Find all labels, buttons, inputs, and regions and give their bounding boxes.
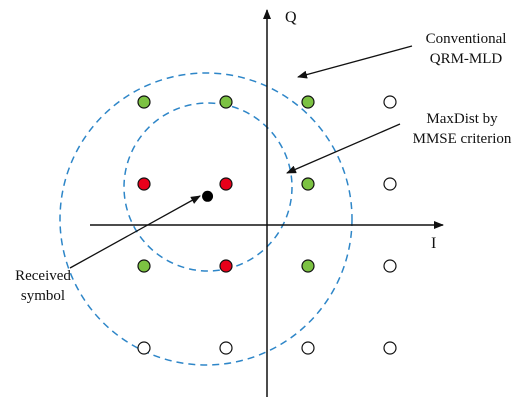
inner-search-circle	[123, 102, 293, 272]
constellation-point-green	[301, 259, 315, 273]
constellation-point-empty	[383, 341, 397, 355]
constellation-point-green	[137, 95, 151, 109]
constellation-point-green	[219, 95, 233, 109]
constellation-point-red	[219, 259, 233, 273]
outer-search-circle	[59, 72, 353, 366]
received-symbol-point	[202, 190, 214, 202]
maxdist-label-line2: MMSE criterion	[413, 131, 512, 147]
i-axis-label: I	[431, 235, 436, 252]
conventional-arrow	[297, 45, 413, 79]
constellation-point-green	[301, 95, 315, 109]
constellation-point-red	[137, 177, 151, 191]
conventional-label-line1: Conventional	[426, 31, 507, 47]
received-arrow	[69, 195, 201, 269]
conventional-label-line2: QRM-MLD	[430, 51, 503, 67]
constellation-point-green	[301, 177, 315, 191]
constellation-point-empty	[301, 341, 315, 355]
received-label-line1: Received	[15, 268, 71, 284]
constellation-point-red	[219, 177, 233, 191]
constellation-point-empty	[383, 259, 397, 273]
constellation-point-empty	[383, 95, 397, 109]
q-axis-label: Q	[285, 9, 297, 26]
received-label-line2: symbol	[21, 288, 65, 304]
constellation-point-empty	[137, 341, 151, 355]
constellation-point-green	[137, 259, 151, 273]
constellation-point-empty	[383, 177, 397, 191]
constellation-points	[137, 95, 397, 355]
maxdist-arrow	[286, 123, 401, 174]
constellation-point-empty	[219, 341, 233, 355]
maxdist-label-line1: MaxDist by	[426, 111, 498, 127]
